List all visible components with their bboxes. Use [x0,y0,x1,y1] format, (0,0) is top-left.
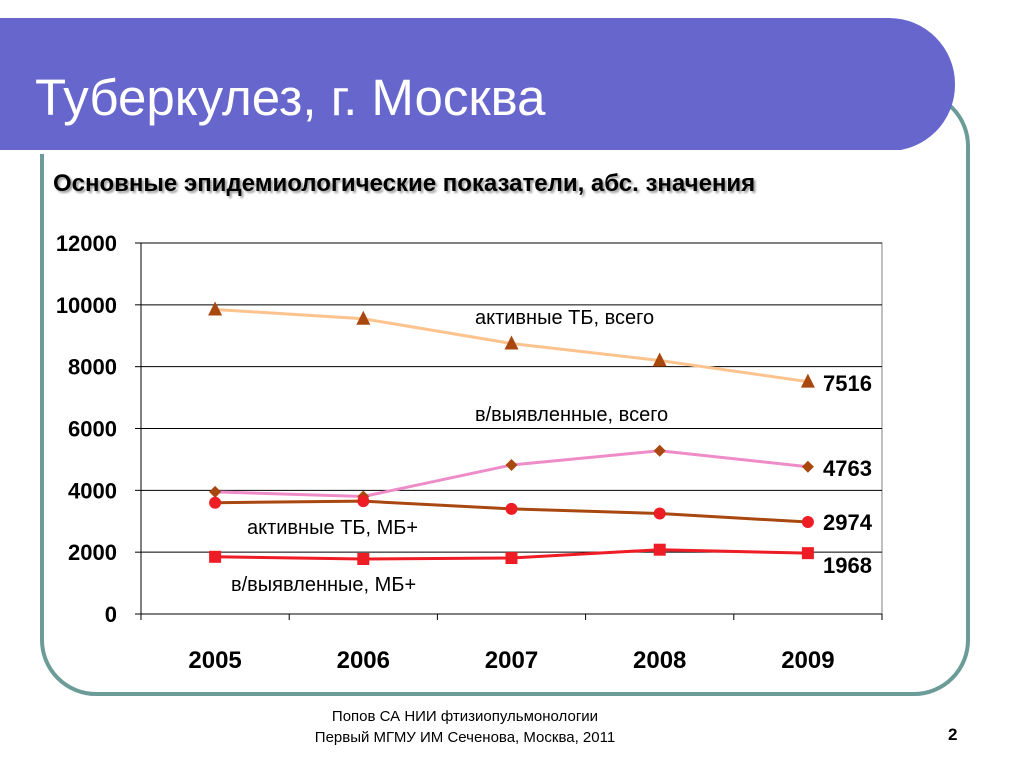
data-point-triangle [504,335,519,350]
data-point-square [209,550,222,563]
x-tick-label: 2005 [188,647,241,674]
x-tick-label: 2008 [633,647,686,674]
slide-title: Туберкулез, г. Москва [35,69,546,126]
y-tick-label: 10000 [56,293,117,318]
series-name-label: в/выявленные, МБ+ [231,574,416,596]
y-tick-label: 2000 [68,540,117,565]
footer-author: Попов СА НИИ фтизиопульмонологии [331,708,599,725]
data-point-diamond [653,444,666,457]
data-point-triangle [208,301,223,316]
y-tick-label: 12000 [56,231,117,256]
series-name-label: активные ТБ, МБ+ [247,517,418,539]
footer-affiliation: Первый МГМУ ИМ Сеченова, Москва, 2011 [314,729,616,746]
footer: Попов СА НИИ фтизиопульмонологии Первый … [250,706,680,748]
data-point-circle [209,496,222,509]
data-point-circle [801,516,814,529]
data-point-square [505,552,518,565]
data-point-diamond [209,485,222,498]
series-end-label: 4763 [823,456,872,481]
data-point-triangle [652,352,667,367]
data-point-circle [653,507,666,520]
data-point-diamond [801,460,814,473]
data-point-square [653,543,666,556]
series-name-label: активные ТБ, всего [475,307,654,329]
x-tick-label: 2009 [781,647,834,674]
series-end-label: 1968 [823,553,872,578]
data-point-square [357,552,370,565]
y-tick-label: 8000 [68,355,117,380]
y-tick-label: 6000 [68,417,117,442]
page-number: 2 [948,725,958,744]
x-tick-label: 2007 [485,647,538,674]
data-point-triangle [356,310,371,325]
chart-subtitle: Основные эпидемиологические показатели, … [53,170,756,197]
title-underline [0,150,905,154]
y-tick-label: 4000 [68,478,117,503]
series-end-label: 2974 [823,510,873,535]
data-point-square [801,547,814,560]
series-end-label: 7516 [823,371,872,396]
y-tick-label: 0 [105,602,117,627]
data-point-triangle [800,373,815,388]
title-bar: Туберкулез, г. Москва [0,18,955,154]
series-name-label: в/выявленные, всего [475,404,668,426]
data-point-circle [357,495,370,508]
data-point-circle [505,502,518,515]
x-tick-label: 2006 [337,647,390,674]
data-point-diamond [505,458,518,471]
